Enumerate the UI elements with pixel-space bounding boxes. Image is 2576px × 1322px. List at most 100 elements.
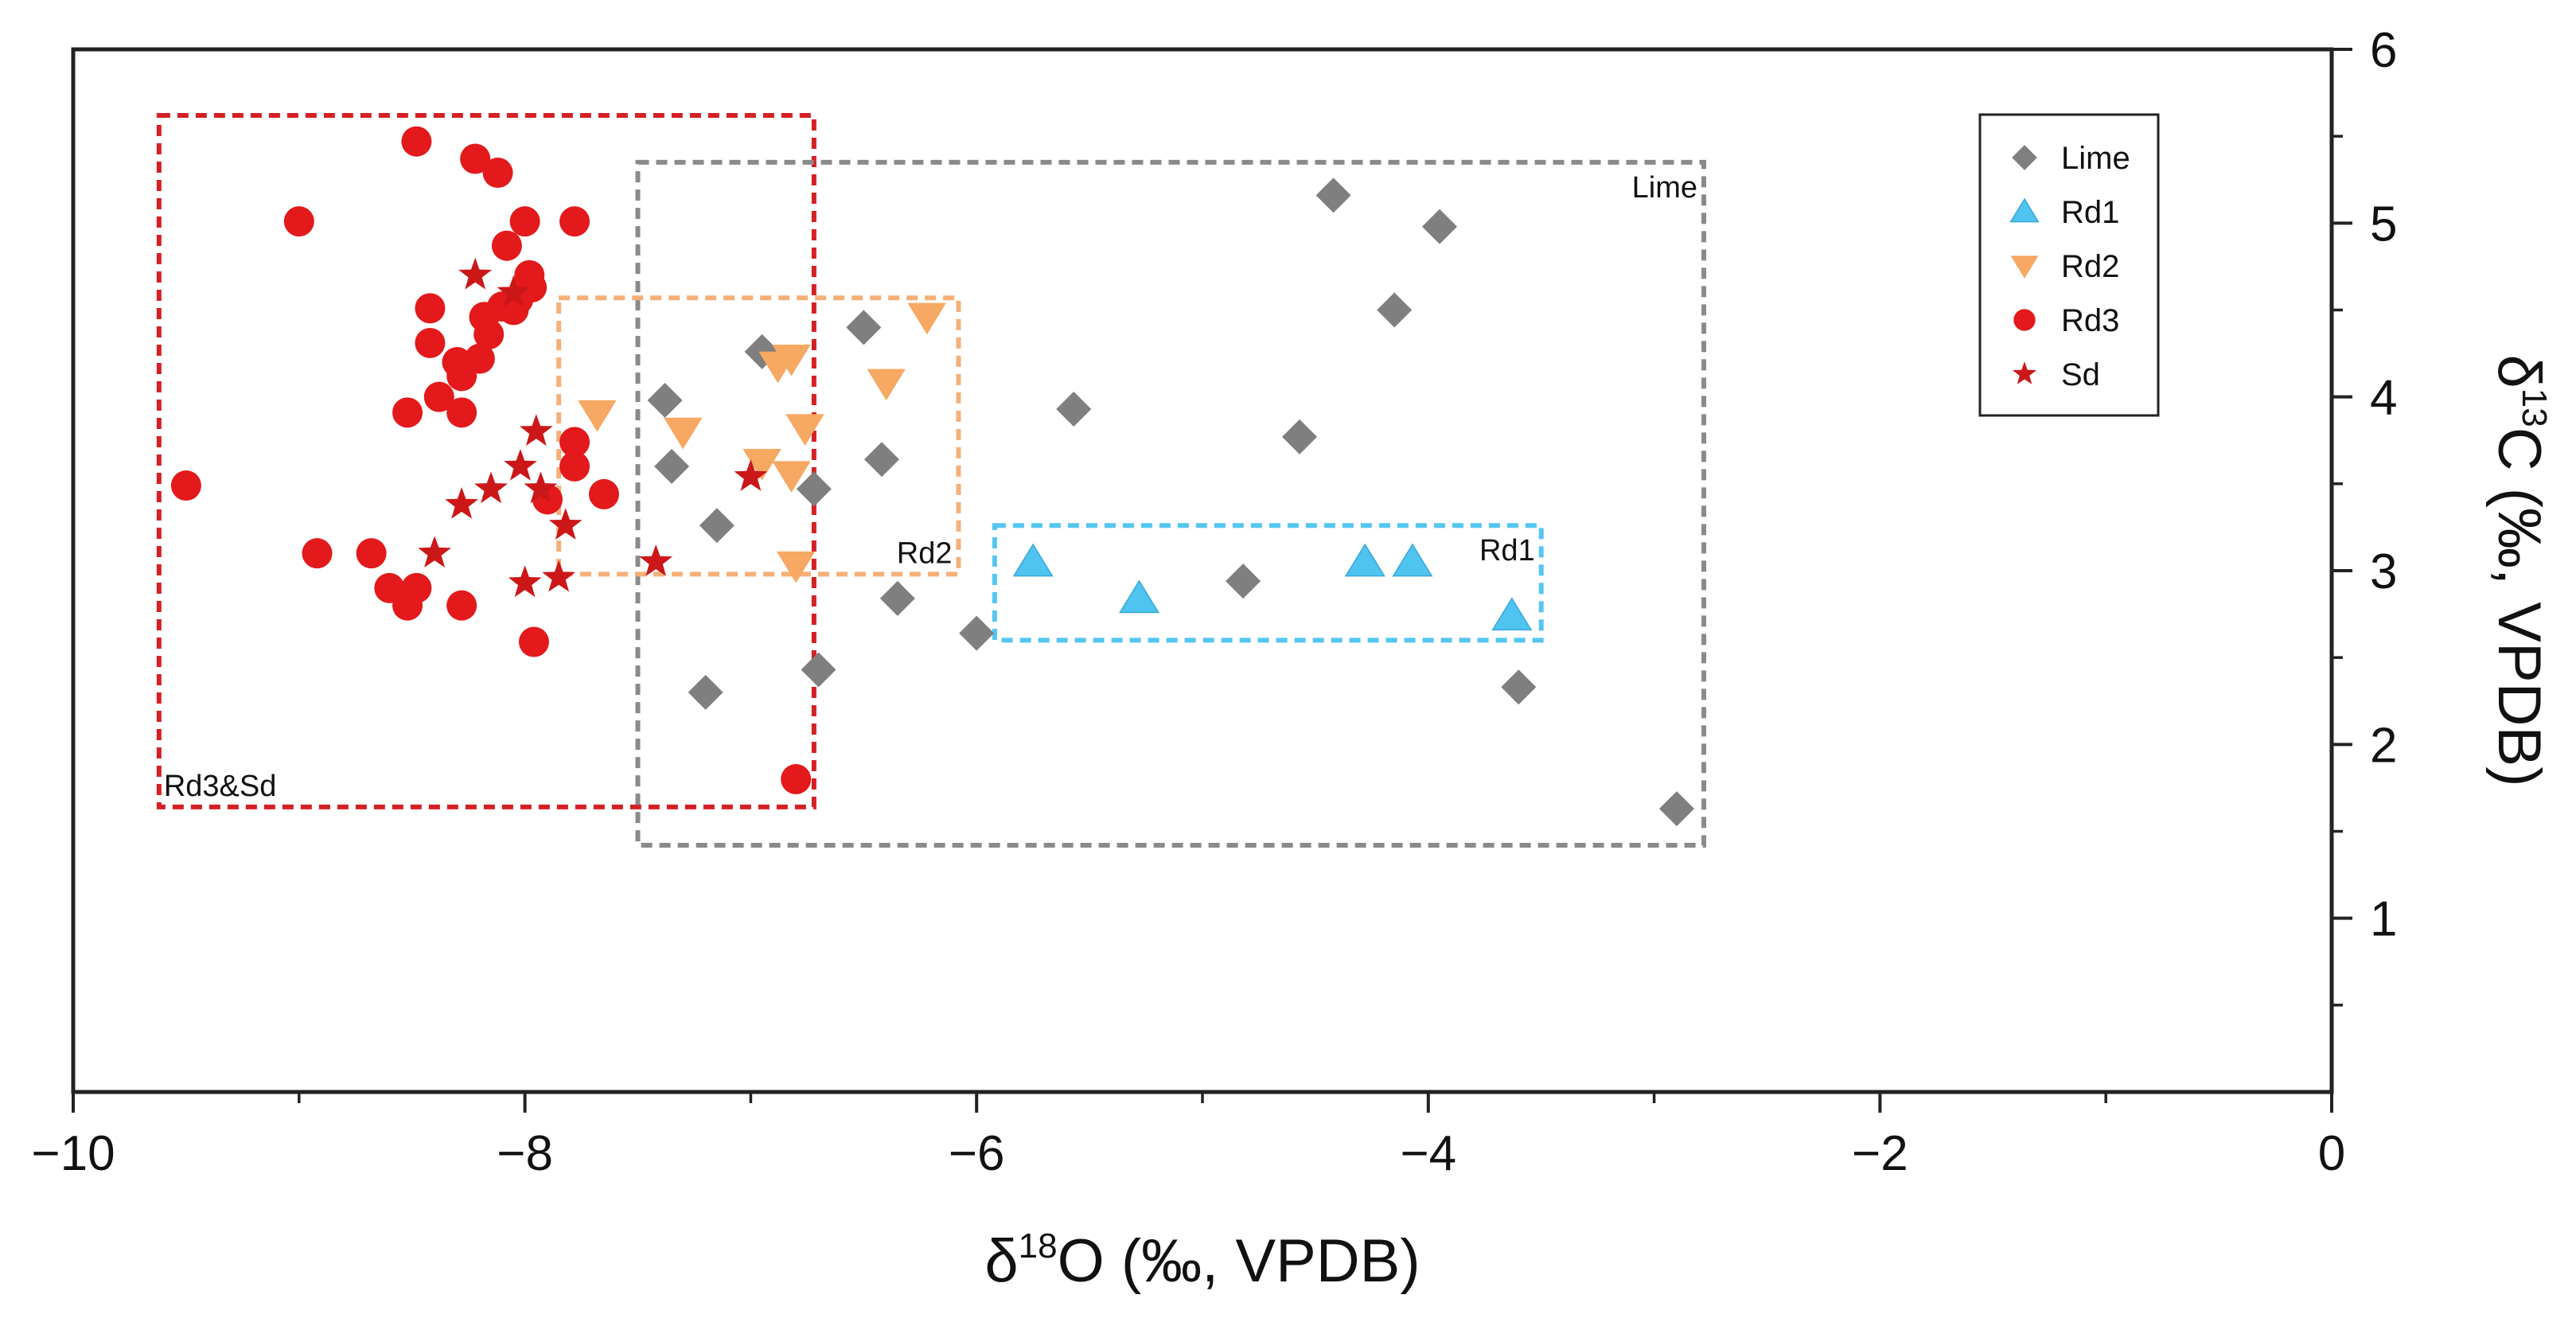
- data-point-circle: [415, 327, 446, 358]
- data-point-diamond: [1377, 292, 1413, 328]
- data-point-circle: [588, 478, 619, 509]
- data-point-triangle-up: [1344, 543, 1385, 577]
- data-point-star: [418, 536, 451, 567]
- region-label: Rd3&Sd: [164, 770, 277, 803]
- x-axis-title-rest: O (‰, VPDB): [1058, 1227, 1421, 1295]
- data-point-circle: [464, 343, 495, 374]
- data-point-circle: [356, 538, 387, 569]
- data-point-diamond: [801, 652, 836, 688]
- data-point-triangle-down: [867, 369, 906, 401]
- x-tick-label: −6: [949, 1126, 1005, 1181]
- data-point-circle: [559, 427, 590, 458]
- data-point-triangle-down: [907, 302, 946, 335]
- data-point-circle: [170, 470, 201, 501]
- data-point-circle: [446, 590, 477, 621]
- data-point-triangle-down: [742, 449, 781, 481]
- y-axis-title-sup: 13: [2515, 388, 2554, 427]
- x-tick-label: −4: [1400, 1126, 1456, 1181]
- data-point-star: [504, 449, 537, 481]
- data-point-circle: [401, 572, 432, 603]
- data-point-triangle-down: [776, 551, 816, 583]
- y-axis-title-delta: δ: [2485, 354, 2553, 388]
- x-tick-label: 0: [2318, 1126, 2345, 1181]
- data-point-circle: [302, 538, 333, 569]
- data-point-diamond: [864, 442, 900, 478]
- x-axis-title-delta: δ: [984, 1227, 1018, 1295]
- data-point-triangle-down: [664, 417, 703, 450]
- x-tick-label: −10: [31, 1126, 115, 1181]
- data-point-circle: [491, 230, 522, 261]
- series-rd2: [578, 302, 946, 583]
- data-point-circle: [781, 764, 812, 794]
- region-box: [635, 159, 1707, 848]
- data-point-diamond: [699, 508, 735, 544]
- data-point-diamond: [647, 383, 683, 419]
- data-point-diamond: [1056, 391, 1092, 427]
- legend-marker: [2012, 145, 2037, 170]
- data-point-diamond: [1226, 564, 1261, 599]
- region-box: [156, 112, 816, 809]
- legend-marker: [2012, 361, 2037, 384]
- legend-label: Sd: [2061, 357, 2100, 392]
- data-point-star: [458, 257, 493, 290]
- data-point-diamond: [654, 449, 690, 484]
- series-rd3: [170, 126, 812, 794]
- x-tick-label: −8: [497, 1126, 553, 1181]
- legend-marker: [2009, 197, 2040, 223]
- data-point-star: [474, 471, 508, 504]
- data-point-circle: [559, 451, 590, 482]
- data-point-star: [519, 414, 553, 447]
- data-point-star: [734, 459, 768, 491]
- data-point-diamond: [1501, 669, 1537, 705]
- data-point-diamond: [846, 310, 882, 345]
- data-point-triangle-down: [785, 414, 824, 446]
- data-point-triangle-down: [772, 461, 811, 493]
- data-point-star: [639, 544, 673, 576]
- legend-marker: [2010, 255, 2039, 279]
- data-point-star: [548, 508, 583, 540]
- y-tick-label: 4: [2370, 371, 2397, 426]
- data-point-circle: [460, 143, 491, 174]
- region-label: Rd1: [1479, 534, 1535, 567]
- data-point-circle: [516, 272, 548, 303]
- data-point-diamond: [1421, 209, 1457, 244]
- data-point-circle: [446, 397, 477, 428]
- data-point-diamond: [1315, 177, 1351, 213]
- data-point-circle: [423, 381, 454, 412]
- data-point-star: [497, 275, 531, 307]
- data-point-triangle-up: [1012, 543, 1054, 577]
- data-point-circle: [509, 206, 540, 237]
- legend-label: Rd3: [2061, 303, 2119, 338]
- y-tick-label: 2: [2370, 718, 2397, 773]
- series-rd1: [1012, 543, 1533, 631]
- y-tick-label: 6: [2370, 23, 2397, 78]
- legend-marker: [2013, 309, 2036, 331]
- y-axis-title-group: δ13C (‰, VPDB): [2485, 354, 2554, 786]
- data-point-diamond: [688, 674, 723, 710]
- data-point-diamond: [1282, 419, 1318, 454]
- x-axis-title-sup: 18: [1019, 1226, 1058, 1265]
- region-label: Lime: [1632, 171, 1697, 205]
- data-point-circle: [559, 206, 590, 237]
- data-point-circle: [283, 206, 314, 237]
- y-axis-title: δ13C (‰, VPDB): [2485, 354, 2554, 786]
- y-axis-title-rest: C (‰, VPDB): [2485, 427, 2553, 787]
- data-point-circle: [415, 293, 446, 324]
- data-point-star: [524, 471, 558, 504]
- region-box: [556, 295, 961, 577]
- legend-label: Rd1: [2061, 195, 2119, 230]
- data-point-star: [508, 565, 542, 598]
- data-point-diamond: [1658, 791, 1694, 827]
- data-point-circle: [474, 319, 505, 350]
- y-tick-label: 3: [2370, 544, 2397, 599]
- region-box: [992, 523, 1544, 643]
- data-point-star: [542, 560, 576, 592]
- data-point-diamond: [796, 471, 832, 507]
- data-point-circle: [518, 626, 549, 657]
- data-point-diamond: [959, 615, 995, 651]
- legend-label: Lime: [2061, 141, 2130, 176]
- region-label: Rd2: [897, 536, 953, 570]
- data-point-circle: [482, 158, 513, 189]
